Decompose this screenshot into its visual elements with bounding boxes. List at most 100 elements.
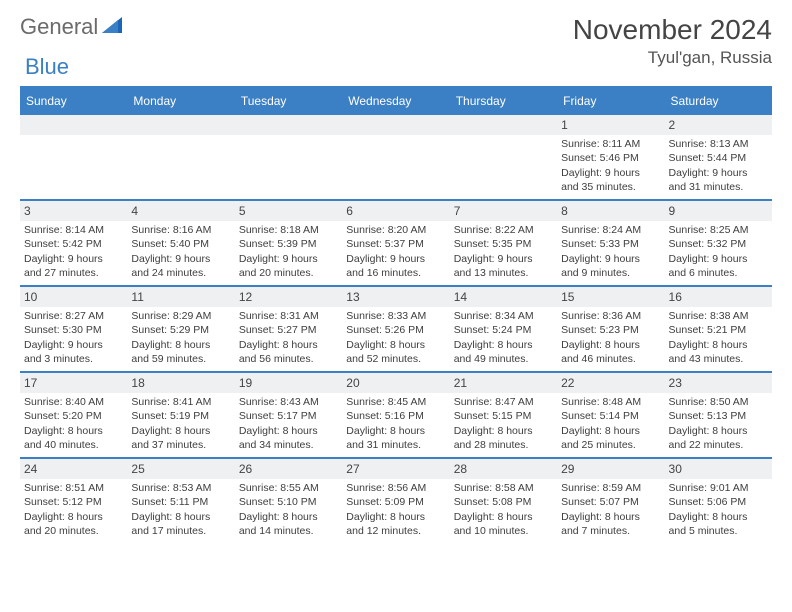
sunrise-text: Sunrise: 8:48 AM [561, 395, 660, 409]
sunset-text: Sunset: 5:07 PM [561, 495, 660, 509]
day-cell: 23Sunrise: 8:50 AMSunset: 5:13 PMDayligh… [665, 371, 772, 457]
daylight-text-2: and 28 minutes. [454, 438, 553, 452]
day-number: 30 [665, 459, 772, 479]
sunset-text: Sunset: 5:23 PM [561, 323, 660, 337]
day-number: 25 [127, 459, 234, 479]
daylight-text-2: and 16 minutes. [346, 266, 445, 280]
day-cell: 28Sunrise: 8:58 AMSunset: 5:08 PMDayligh… [450, 457, 557, 543]
sunset-text: Sunset: 5:29 PM [131, 323, 230, 337]
sunset-text: Sunset: 5:14 PM [561, 409, 660, 423]
sunset-text: Sunset: 5:09 PM [346, 495, 445, 509]
day-cell: 6Sunrise: 8:20 AMSunset: 5:37 PMDaylight… [342, 199, 449, 285]
sunrise-text: Sunrise: 8:53 AM [131, 481, 230, 495]
day-cell: 14Sunrise: 8:34 AMSunset: 5:24 PMDayligh… [450, 285, 557, 371]
dow-thursday: Thursday [450, 89, 557, 113]
daylight-text-1: Daylight: 9 hours [239, 252, 338, 266]
day-cell [450, 113, 557, 199]
day-cell: 20Sunrise: 8:45 AMSunset: 5:16 PMDayligh… [342, 371, 449, 457]
daylight-text-2: and 27 minutes. [24, 266, 123, 280]
sunset-text: Sunset: 5:15 PM [454, 409, 553, 423]
daylight-text-2: and 34 minutes. [239, 438, 338, 452]
daylight-text-2: and 22 minutes. [669, 438, 768, 452]
day-cell: 18Sunrise: 8:41 AMSunset: 5:19 PMDayligh… [127, 371, 234, 457]
daylight-text-1: Daylight: 8 hours [239, 510, 338, 524]
day-cell: 1Sunrise: 8:11 AMSunset: 5:46 PMDaylight… [557, 113, 664, 199]
day-number [342, 115, 449, 135]
day-number: 23 [665, 373, 772, 393]
sunrise-text: Sunrise: 8:24 AM [561, 223, 660, 237]
daylight-text-1: Daylight: 9 hours [24, 252, 123, 266]
sunrise-text: Sunrise: 8:36 AM [561, 309, 660, 323]
daylight-text-1: Daylight: 9 hours [131, 252, 230, 266]
day-number: 18 [127, 373, 234, 393]
day-number: 3 [20, 201, 127, 221]
day-cell: 5Sunrise: 8:18 AMSunset: 5:39 PMDaylight… [235, 199, 342, 285]
month-title: November 2024 [573, 14, 772, 46]
sunrise-text: Sunrise: 8:14 AM [24, 223, 123, 237]
sunrise-text: Sunrise: 8:58 AM [454, 481, 553, 495]
title-block: November 2024 Tyul'gan, Russia [573, 14, 772, 68]
daylight-text-1: Daylight: 8 hours [24, 424, 123, 438]
sunrise-text: Sunrise: 8:56 AM [346, 481, 445, 495]
week-row: 1Sunrise: 8:11 AMSunset: 5:46 PMDaylight… [20, 113, 772, 199]
daylight-text-2: and 6 minutes. [669, 266, 768, 280]
dow-saturday: Saturday [665, 89, 772, 113]
day-cell: 24Sunrise: 8:51 AMSunset: 5:12 PMDayligh… [20, 457, 127, 543]
day-number: 15 [557, 287, 664, 307]
daylight-text-1: Daylight: 9 hours [561, 166, 660, 180]
sunrise-text: Sunrise: 8:47 AM [454, 395, 553, 409]
logo-sail-icon [102, 17, 124, 35]
day-cell: 26Sunrise: 8:55 AMSunset: 5:10 PMDayligh… [235, 457, 342, 543]
day-number: 2 [665, 115, 772, 135]
sunrise-text: Sunrise: 8:22 AM [454, 223, 553, 237]
sunset-text: Sunset: 5:24 PM [454, 323, 553, 337]
daylight-text-1: Daylight: 8 hours [454, 338, 553, 352]
day-cell [20, 113, 127, 199]
daylight-text-1: Daylight: 9 hours [454, 252, 553, 266]
daylight-text-2: and 37 minutes. [131, 438, 230, 452]
day-cell: 22Sunrise: 8:48 AMSunset: 5:14 PMDayligh… [557, 371, 664, 457]
sunset-text: Sunset: 5:19 PM [131, 409, 230, 423]
daylight-text-1: Daylight: 8 hours [131, 424, 230, 438]
dow-friday: Friday [557, 89, 664, 113]
day-number: 7 [450, 201, 557, 221]
daylight-text-2: and 46 minutes. [561, 352, 660, 366]
daylight-text-1: Daylight: 9 hours [669, 252, 768, 266]
sunset-text: Sunset: 5:11 PM [131, 495, 230, 509]
daylight-text-2: and 17 minutes. [131, 524, 230, 538]
sunset-text: Sunset: 5:37 PM [346, 237, 445, 251]
day-number: 6 [342, 201, 449, 221]
daylight-text-1: Daylight: 8 hours [24, 510, 123, 524]
sunrise-text: Sunrise: 8:50 AM [669, 395, 768, 409]
sunset-text: Sunset: 5:44 PM [669, 151, 768, 165]
sunrise-text: Sunrise: 8:25 AM [669, 223, 768, 237]
weeks-container: 1Sunrise: 8:11 AMSunset: 5:46 PMDaylight… [20, 113, 772, 543]
daylight-text-2: and 14 minutes. [239, 524, 338, 538]
daylight-text-1: Daylight: 8 hours [669, 424, 768, 438]
logo-text-blue: Blue [25, 54, 69, 79]
daylight-text-2: and 24 minutes. [131, 266, 230, 280]
sunset-text: Sunset: 5:30 PM [24, 323, 123, 337]
day-cell: 3Sunrise: 8:14 AMSunset: 5:42 PMDaylight… [20, 199, 127, 285]
calendar-grid: Sunday Monday Tuesday Wednesday Thursday… [20, 86, 772, 543]
sunrise-text: Sunrise: 8:18 AM [239, 223, 338, 237]
week-row: 3Sunrise: 8:14 AMSunset: 5:42 PMDaylight… [20, 199, 772, 285]
day-number: 10 [20, 287, 127, 307]
daylight-text-1: Daylight: 8 hours [669, 338, 768, 352]
day-cell: 12Sunrise: 8:31 AMSunset: 5:27 PMDayligh… [235, 285, 342, 371]
day-cell: 8Sunrise: 8:24 AMSunset: 5:33 PMDaylight… [557, 199, 664, 285]
sunset-text: Sunset: 5:32 PM [669, 237, 768, 251]
day-number: 17 [20, 373, 127, 393]
day-cell: 9Sunrise: 8:25 AMSunset: 5:32 PMDaylight… [665, 199, 772, 285]
day-cell: 27Sunrise: 8:56 AMSunset: 5:09 PMDayligh… [342, 457, 449, 543]
logo-text-general: General [20, 14, 98, 40]
daylight-text-2: and 40 minutes. [24, 438, 123, 452]
daylight-text-1: Daylight: 8 hours [346, 424, 445, 438]
daylight-text-1: Daylight: 8 hours [346, 510, 445, 524]
day-cell: 10Sunrise: 8:27 AMSunset: 5:30 PMDayligh… [20, 285, 127, 371]
dow-tuesday: Tuesday [235, 89, 342, 113]
daylight-text-1: Daylight: 8 hours [239, 338, 338, 352]
calendar-page: General November 2024 Tyul'gan, Russia B… [0, 0, 792, 553]
day-cell: 16Sunrise: 8:38 AMSunset: 5:21 PMDayligh… [665, 285, 772, 371]
day-number [20, 115, 127, 135]
